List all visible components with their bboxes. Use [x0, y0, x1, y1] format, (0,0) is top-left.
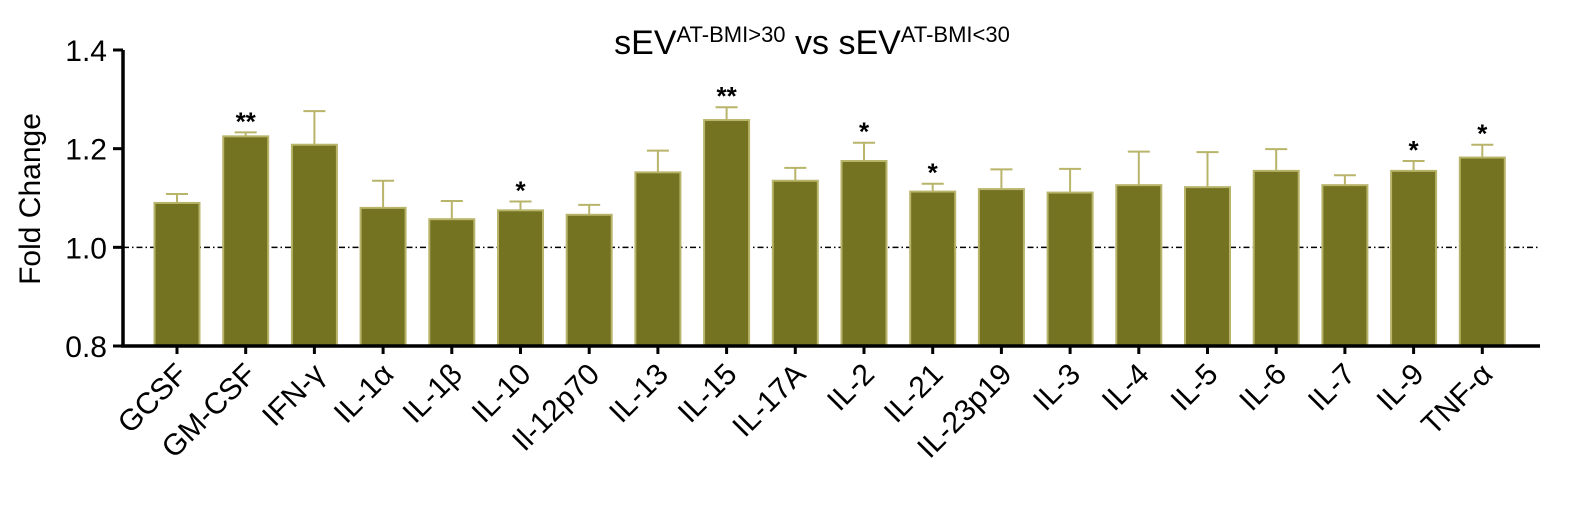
y-tick-label-0: 0.8 [65, 331, 107, 364]
x-tick-label-17: IL-7 [1302, 358, 1362, 418]
bar-2 [290, 143, 338, 347]
bar-1 [222, 135, 270, 347]
bar-13 [1046, 191, 1094, 347]
title-prefix: sEV [614, 24, 677, 62]
x-tick-label-19: TNF-α [1415, 358, 1499, 442]
bar-16 [1252, 169, 1300, 347]
title-superscript-1: AT-BMI>30 [677, 22, 786, 47]
y-tick-label-2: 1.2 [65, 134, 107, 167]
bar-6 [565, 213, 613, 347]
bar-15 [1184, 186, 1231, 347]
error-bars-layer [166, 106, 1494, 220]
bar-7 [634, 171, 682, 347]
significance-label-18: * [1409, 135, 1420, 165]
bar-4 [428, 218, 476, 347]
x-tick-label-15: IL-5 [1165, 358, 1225, 418]
significance-labels-layer: ********* [236, 81, 1489, 205]
significance-label-5: * [515, 175, 526, 205]
significance-label-10: * [859, 117, 870, 147]
x-tick-label-14: IL-4 [1096, 358, 1156, 418]
x-tick-label-4: IL-1β [397, 358, 469, 430]
x-ticks-layer: GCSFGM-CSFIFN-γIL-1αIL-1βIL-10Il-12p70IL… [112, 346, 1499, 465]
bar-5 [497, 209, 544, 347]
x-tick-label-7: IL-13 [603, 358, 675, 430]
x-tick-label-3: IL-1α [328, 358, 400, 430]
title-superscript-2: AT-BMI<30 [901, 22, 1010, 47]
bar-19 [1458, 156, 1506, 347]
bar-0 [153, 201, 201, 347]
x-tick-label-13: IL-3 [1027, 358, 1087, 418]
y-axis-label: Fold Change [14, 113, 47, 285]
significance-label-1: ** [236, 106, 257, 136]
x-tick-label-9: IL-17A [726, 358, 812, 444]
axes-layer [121, 50, 1540, 348]
bars-layer [153, 119, 1506, 348]
y-tick-label-3: 1.4 [65, 35, 107, 68]
bar-12 [977, 188, 1025, 347]
x-tick-label-16: IL-6 [1233, 358, 1293, 418]
bar-9 [771, 179, 819, 347]
bar-3 [359, 206, 407, 347]
significance-label-11: * [928, 158, 939, 188]
significance-label-8: ** [716, 81, 737, 111]
bar-14 [1115, 184, 1163, 347]
bar-11 [909, 190, 957, 347]
bar-17 [1321, 184, 1369, 347]
y-tick-label-1: 1.0 [65, 232, 107, 265]
bar-8 [703, 119, 751, 348]
y-ticks-layer: 0.8 1.0 1.2 1.4 [65, 35, 123, 364]
bar-10 [840, 160, 888, 347]
chart-title: sEVAT-BMI>30 vs sEVAT-BMI<30 [614, 22, 1010, 62]
x-tick-label-2: IFN-γ [256, 358, 331, 433]
x-tick-label-18: IL-9 [1371, 358, 1431, 418]
significance-label-19: * [1477, 119, 1488, 149]
bar-18 [1390, 169, 1438, 347]
x-tick-label-10: IL-2 [821, 358, 881, 418]
title-middle: vs sEV [786, 24, 902, 62]
